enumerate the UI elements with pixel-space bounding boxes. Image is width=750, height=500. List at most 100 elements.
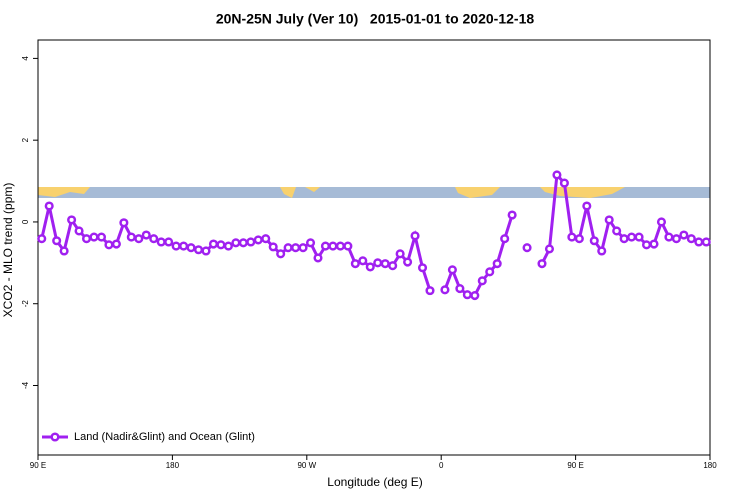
y-tick-label: 0: [21, 219, 30, 224]
data-point: [216, 240, 226, 250]
data-point: [52, 236, 62, 246]
data-point: [238, 238, 248, 248]
data-point: [567, 232, 577, 242]
data-point: [500, 234, 510, 244]
data-point: [447, 265, 457, 275]
data-point: [149, 234, 159, 244]
x-tick-label: 0: [439, 461, 444, 470]
data-point: [365, 262, 375, 272]
data-point: [141, 230, 151, 240]
data-point: [193, 245, 204, 255]
data-point: [395, 249, 405, 259]
data-point: [253, 235, 263, 245]
data-point: [126, 232, 136, 242]
data-point: [462, 290, 472, 300]
y-tick-label: 4: [21, 56, 30, 61]
data-point: [604, 215, 614, 225]
data-point: [291, 243, 301, 253]
x-tick-label: 90 E: [30, 461, 46, 470]
x-axis-label: Longitude (deg E): [327, 475, 422, 489]
data-point: [335, 241, 345, 251]
data-point: [686, 234, 696, 244]
data-point: [343, 241, 353, 251]
data-point: [544, 244, 555, 254]
data-point: [477, 276, 487, 286]
data-point: [455, 284, 465, 294]
data-point: [179, 241, 189, 251]
data-point: [694, 237, 704, 247]
data-point: [671, 234, 681, 244]
map-band: [38, 187, 710, 198]
data-point: [373, 258, 383, 268]
x-tick-label: 180: [703, 461, 717, 470]
data-point: [612, 226, 622, 236]
data-point: [664, 232, 674, 242]
y-tick-label: -4: [21, 381, 30, 389]
legend-label: Land (Nadir&Glint) and Ocean (Glint): [74, 431, 255, 443]
y-tick-label: -2: [21, 300, 30, 308]
data-point: [164, 237, 174, 247]
data-point: [276, 249, 286, 259]
data-point: [641, 240, 652, 250]
data-point: [328, 241, 338, 251]
data-point: [589, 236, 599, 246]
data-point: [37, 234, 47, 244]
data-point: [649, 239, 659, 249]
data-point: [119, 218, 129, 228]
data-point: [425, 286, 435, 296]
data-point: [74, 226, 84, 236]
data-point: [350, 259, 360, 269]
data-point: [403, 257, 413, 267]
data-point: [59, 246, 69, 256]
data-point: [111, 239, 121, 249]
plot-frame: [37, 39, 711, 456]
data-point: [634, 232, 644, 242]
data-point: [701, 237, 711, 247]
x-tick-label: 180: [166, 461, 180, 470]
data-point: [485, 267, 495, 277]
data-point: [104, 240, 114, 250]
data-point: [597, 246, 607, 256]
data-point: [537, 259, 547, 269]
data-point: [627, 232, 637, 242]
data-point: [470, 290, 480, 301]
data-point: [44, 201, 54, 211]
data-point: [201, 246, 211, 256]
y-tick-label: 2: [21, 137, 30, 142]
x-tick-label: 90 E: [567, 461, 583, 470]
data-point: [358, 256, 368, 266]
chart-title: 20N-25N July (Ver 10) 2015-01-01 to 2020…: [216, 11, 535, 27]
data-point: [619, 234, 629, 244]
data-point: [208, 239, 219, 249]
data-point: [410, 231, 420, 241]
data-point: [261, 234, 271, 244]
legend-marker: [50, 432, 60, 442]
data-point: [283, 243, 293, 253]
data-point: [507, 210, 517, 220]
data-point: [440, 285, 450, 295]
data-point: [231, 238, 241, 248]
data-point: [492, 259, 502, 269]
data-point: [89, 232, 99, 242]
data-point: [298, 243, 308, 253]
data-point: [679, 230, 689, 240]
data-point: [320, 241, 331, 251]
data-point: [582, 201, 592, 211]
data-point: [305, 238, 316, 248]
data-point: [246, 237, 256, 247]
data-point: [559, 178, 569, 188]
data-point: [268, 242, 278, 252]
x-tick-label: 90 W: [297, 461, 316, 470]
data-point: [186, 243, 196, 253]
data-point: [656, 217, 667, 227]
data-point: [417, 263, 428, 273]
data-point: [156, 237, 166, 247]
y-axis-label: XCO2 - MLO trend (ppm): [1, 183, 15, 318]
data-point: [522, 243, 532, 253]
data-point: [223, 241, 233, 251]
data-point: [171, 241, 181, 251]
data-point: [574, 234, 584, 244]
data-point: [388, 261, 398, 271]
data-point: [81, 234, 92, 244]
